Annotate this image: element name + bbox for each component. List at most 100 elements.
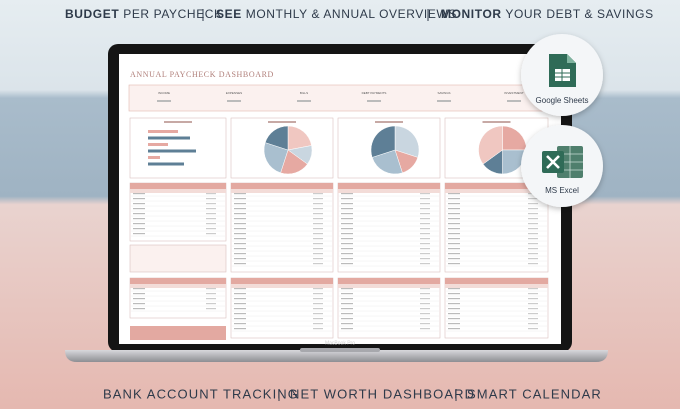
table-cell [448,203,460,205]
table-cell [133,228,145,230]
table-cell [448,243,460,245]
table-cell [420,288,430,290]
table-cell [528,218,538,220]
table-cell [313,213,323,215]
table-cell [313,193,323,195]
table-cell [234,303,246,305]
table-cell [528,328,538,330]
table-cell [448,328,460,330]
table-cell [420,323,430,325]
table-cell [420,298,430,300]
table-cell [206,193,216,195]
summary-label: INVESTMENT [504,91,524,95]
table-cell [313,263,323,265]
table-cell [313,233,323,235]
footer-item: NET WORTH DASHBOARD [290,386,475,401]
table-cell [448,213,460,215]
table-cell [313,323,323,325]
table-cell [206,218,216,220]
table-cell [448,263,460,265]
table-cell [234,328,246,330]
table-cell [420,198,430,200]
table-cell [234,203,246,205]
header-bold: MONITOR [441,7,502,21]
table-cell [420,253,430,255]
pie-slice [370,125,396,158]
decor-bar [148,149,196,153]
chart-panel-title [375,121,403,123]
summary-value [367,100,381,102]
summary-value [297,100,311,102]
excel-icon-lines [557,146,583,178]
table-cell [528,198,538,200]
summary-value [507,100,521,102]
total-box [129,244,227,273]
table-cell [234,193,246,195]
table-cell [528,223,538,225]
chart-panel [129,117,227,179]
table-cell [206,213,216,215]
table-cell [341,313,353,315]
table-cell [341,218,353,220]
table-cell [341,243,353,245]
table-cell [448,228,460,230]
table-cell [206,233,216,235]
table-cell [420,208,430,210]
table-cell [234,243,246,245]
table-cell [313,208,323,210]
table-cell [448,253,460,255]
table-cell [448,323,460,325]
table-header [130,278,226,284]
pie-slice [478,125,503,165]
table-cell [341,223,353,225]
table-cell [528,308,538,310]
table-cell [448,223,460,225]
table-cell [313,243,323,245]
decor-bar [148,156,160,159]
table-header [445,278,548,284]
table-cell [528,203,538,205]
table-cell [206,223,216,225]
table-cell [448,198,460,200]
table-cell [528,253,538,255]
table-cell [341,203,353,205]
table-cell [448,293,460,295]
footer-item: BANK ACCOUNT TRACKING [103,386,299,401]
table-cell [234,308,246,310]
table-subheader [231,189,333,193]
header-item: SEE MONTHLY & ANNUAL OVERVIEWS [216,7,457,21]
header-item: MONITOR YOUR DEBT & SAVINGS [441,7,654,21]
summary-label: DEBT PAYMENTS [362,91,387,95]
decor-bar [148,143,168,146]
table-cell [234,213,246,215]
summary-value [157,100,171,102]
table-cell [341,323,353,325]
table-subheader [130,189,226,193]
table-cell [234,228,246,230]
table-cell [420,313,430,315]
table-cell [528,293,538,295]
table-cell [341,303,353,305]
table-cell [313,303,323,305]
table-cell [448,313,460,315]
table-cell [206,298,216,300]
table-cell [313,228,323,230]
table-cell [313,203,323,205]
summary-value [227,100,241,102]
table-cell [448,298,460,300]
table-cell [133,218,145,220]
table-cell [206,303,216,305]
table-cell [313,313,323,315]
table-cell [341,213,353,215]
table-cell [234,323,246,325]
table-cell [313,288,323,290]
table-cell [448,193,460,195]
table-cell [420,223,430,225]
table-cell [528,213,538,215]
table-cell [206,293,216,295]
table-cell [341,258,353,260]
dashboard: ANNUAL PAYCHECK DASHBOARD INCOME EXPENSES… [128,70,550,340]
summary-value [437,100,451,102]
table-cell [234,198,246,200]
table-cell [528,313,538,315]
